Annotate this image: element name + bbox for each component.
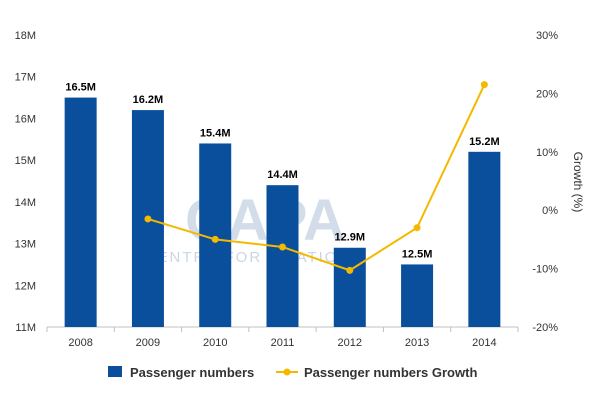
- bar-2013: [401, 264, 434, 327]
- bar-data-label-2011: 14.4M: [267, 169, 298, 181]
- y-right-tick-label: 0%: [542, 205, 558, 217]
- bar-data-label-2012: 12.9M: [334, 232, 365, 244]
- bar-2011: [266, 185, 299, 327]
- x-tick-label-2011: 2011: [271, 337, 295, 349]
- bar-2008: [64, 97, 97, 327]
- bar-2012: [333, 247, 366, 327]
- y-right-tick-label: -10%: [532, 264, 558, 276]
- y-left-tick-label: 13M: [15, 239, 36, 251]
- x-tick-label-2013: 2013: [405, 337, 429, 349]
- growth-line: [147, 84, 486, 272]
- x-tick-label-2012: 2012: [338, 337, 362, 349]
- bar-data-label-2010: 15.4M: [200, 127, 231, 139]
- growth-point-2011: [279, 243, 286, 251]
- y-right-tick-label: 30%: [536, 30, 558, 42]
- growth-point-2014: [480, 81, 488, 89]
- x-tick-label-2008: 2008: [68, 337, 92, 349]
- bar-data-label-2009: 16.2M: [133, 94, 164, 106]
- data-labels: 16.5M 16.2M 15.4M 14.4M 12.9M 12.5M 15.2M: [65, 82, 499, 261]
- legend-swatch-passenger-numbers: [108, 366, 122, 377]
- y-left-tick-label: 17M: [15, 72, 36, 84]
- bar-data-label-2014: 15.2M: [469, 136, 500, 148]
- x-tick-label-2014: 2014: [472, 337, 496, 349]
- x-tick-label-2010: 2010: [203, 337, 227, 349]
- growth-point-2010: [211, 235, 219, 243]
- bar-series: [64, 97, 501, 327]
- right-axis-title: Growth (%): [571, 152, 585, 213]
- growth-point-2009: [144, 215, 152, 223]
- y-right-tick-label: -20%: [532, 322, 558, 334]
- legend-label-passenger-numbers: Passenger numbers: [130, 365, 254, 380]
- growth-point-2013: [413, 224, 421, 232]
- watermark-sub-text: CENTRE FOR AVIATION: [145, 249, 352, 266]
- y-left-tick-label: 15M: [15, 155, 36, 167]
- y-right-tick-label: 20%: [536, 88, 558, 100]
- y-left-tick-label: 16M: [15, 113, 36, 125]
- bar-data-label-2008: 16.5M: [65, 82, 96, 94]
- y-left-tick-label: 14M: [15, 197, 36, 209]
- growth-point-2012: [346, 266, 354, 274]
- bar-2014: [468, 151, 501, 327]
- y-left-tick-label: 18M: [15, 30, 36, 42]
- x-tick-label-2009: 2009: [136, 337, 160, 349]
- y-left-tick-label: 11M: [15, 322, 36, 334]
- bar-data-label-2013: 12.5M: [402, 248, 433, 260]
- growth-line-series: [144, 81, 488, 274]
- legend: Passenger numbers Passenger numbers Grow…: [108, 365, 477, 380]
- y-right-tick-label: 10%: [536, 147, 558, 159]
- legend-swatch-growth-marker: [283, 368, 291, 376]
- y-left-tick-label: 12M: [15, 280, 36, 292]
- legend-label-passenger-numbers-growth: Passenger numbers Growth: [304, 365, 477, 380]
